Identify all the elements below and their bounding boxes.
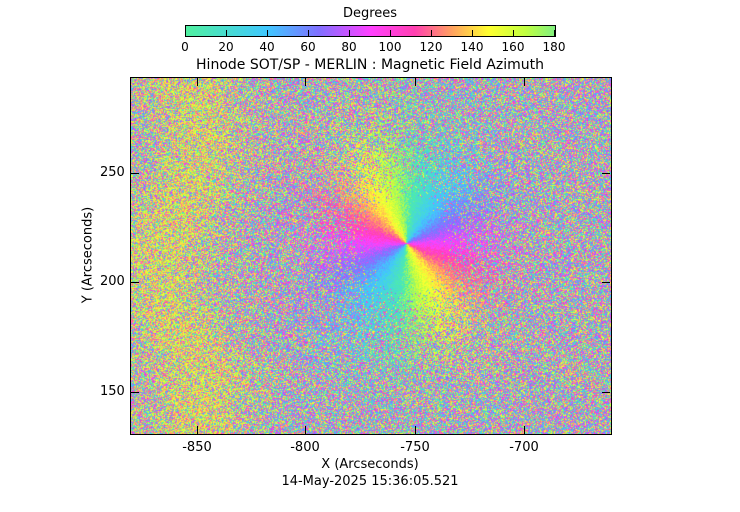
colorbar-tick-label: 160	[501, 40, 525, 54]
y-tick-label: 150	[100, 384, 125, 399]
azimuth-map	[130, 77, 612, 435]
x-tick-mark	[415, 426, 416, 434]
colorbar-tick-label: 40	[259, 40, 275, 54]
colorbar-tick-mark	[431, 30, 432, 36]
x-tick-mark	[197, 426, 198, 434]
colorbar-tick-label: 140	[460, 40, 484, 54]
colorbar-tick-label: 60	[300, 40, 316, 54]
colorbar-tick-mark	[472, 30, 473, 36]
x-tick-mark	[305, 426, 306, 434]
x-tick-label: -850	[182, 440, 212, 455]
x-tick-mark	[524, 426, 525, 434]
colorbar-tick-mark	[554, 30, 555, 36]
y-tick-mark	[131, 282, 139, 283]
y-tick-label: 200	[100, 274, 125, 289]
y-tick-mark	[602, 173, 610, 174]
colorbar-tick-mark	[513, 30, 514, 36]
x-axis-label: X (Arcseconds)	[321, 457, 419, 472]
y-tick-mark	[602, 282, 610, 283]
colorbar-tick-label: 20	[218, 40, 234, 54]
colorbar-tick-label: 180	[542, 40, 566, 54]
colorbar-tick-label: 100	[378, 40, 402, 54]
y-tick-mark	[131, 173, 139, 174]
colorbar-tick-label: 80	[341, 40, 357, 54]
colorbar-tick-mark	[226, 30, 227, 36]
y-tick-mark	[602, 392, 610, 393]
x-tick-label: -750	[400, 440, 430, 455]
y-tick-mark	[131, 392, 139, 393]
azimuth-map-image	[131, 78, 611, 434]
x-tick-label: -800	[290, 440, 320, 455]
y-tick-label: 250	[100, 165, 125, 180]
x-tick-mark	[305, 78, 306, 86]
colorbar-title: Degrees	[342, 6, 398, 21]
x-tick-mark	[197, 78, 198, 86]
colorbar	[185, 25, 556, 37]
x-tick-mark	[415, 78, 416, 86]
colorbar-tick-label: 0	[181, 40, 189, 54]
timestamp: 14-May-2025 15:36:05.521	[281, 474, 459, 489]
x-tick-label: -700	[509, 440, 539, 455]
y-axis-label: Y (Arcseconds)	[80, 206, 96, 304]
colorbar-tick-mark	[267, 30, 268, 36]
plot-title: Hinode SOT/SP - MERLIN : Magnetic Field …	[196, 57, 544, 73]
x-tick-mark	[524, 78, 525, 86]
colorbar-tick-mark	[185, 30, 186, 36]
colorbar-tick-mark	[349, 30, 350, 36]
colorbar-tick-mark	[390, 30, 391, 36]
colorbar-tick-label: 120	[419, 40, 443, 54]
colorbar-tick-mark	[308, 30, 309, 36]
